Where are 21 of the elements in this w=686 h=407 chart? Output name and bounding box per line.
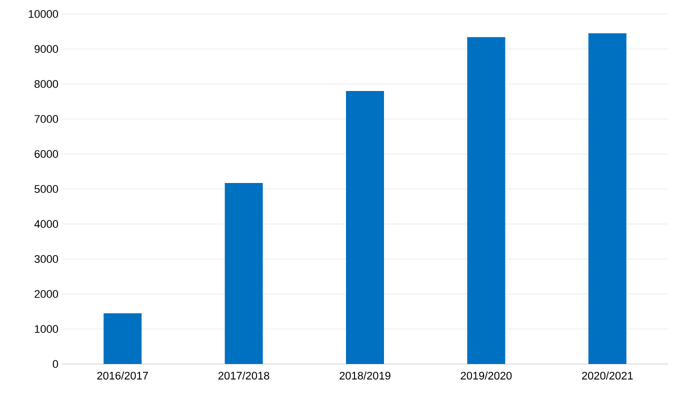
bar [224,183,263,364]
y-tick-label: 5000 [34,185,58,193]
y-tick-label: 9000 [34,45,58,53]
x-tick-label: 2018/2019 [340,372,390,380]
y-tick-label: 0 [52,360,58,368]
y-tick-label: 4000 [34,220,58,228]
bar [588,33,626,364]
y-tick-label: 3000 [34,255,58,263]
x-tick-label: 2020/2021 [582,372,633,380]
x-tick-label: 2019/2020 [460,372,512,380]
x-tick-label: 2016/2017 [97,372,148,380]
bar [467,37,506,364]
bar [104,313,142,364]
bar [346,90,384,364]
y-tick-label: 10000 [28,10,58,18]
x-tick-label: 2017/2018 [218,372,270,380]
y-tick-label: 2000 [34,290,58,298]
y-tick-label: 6000 [34,150,58,158]
y-tick-label: 8000 [34,80,58,88]
y-tick-label: 7000 [34,115,58,123]
y-tick-label: 1000 [34,325,58,333]
